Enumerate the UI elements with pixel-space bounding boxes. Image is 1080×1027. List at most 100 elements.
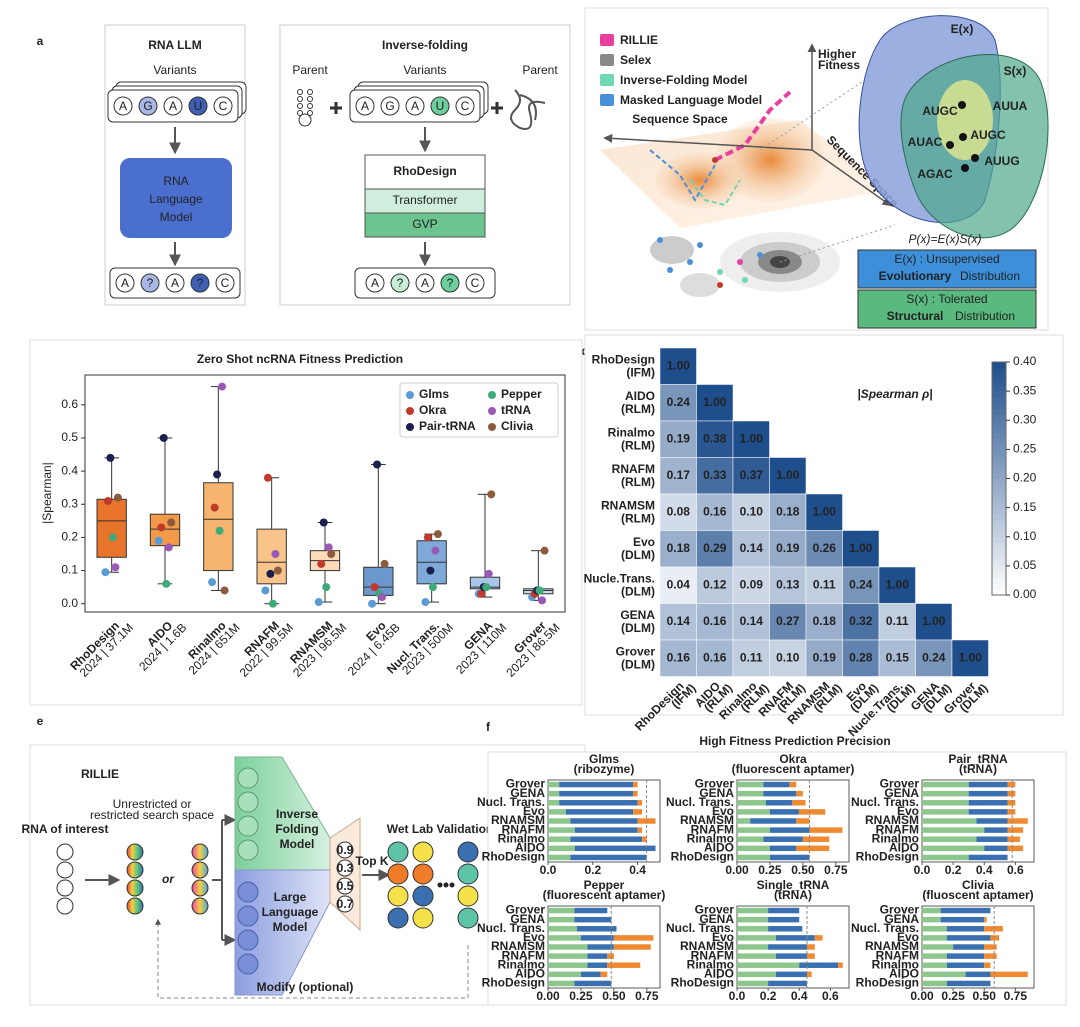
validated-nucleotide: [387, 841, 409, 863]
sample-dot: [717, 269, 723, 275]
y-tick-label: 0.6: [61, 397, 78, 411]
colorbar-tick-label: 0.10: [1013, 529, 1037, 543]
y-tick-label: RhoDesign: [856, 976, 919, 990]
neuron: [237, 815, 259, 837]
heatmap-cell: [696, 420, 734, 458]
nucleotide-label: C: [221, 276, 230, 290]
legend-marker: [488, 407, 496, 415]
heatmap-cell: [659, 347, 697, 385]
bar-segment: [922, 836, 977, 842]
cell-label: 0.27: [776, 614, 800, 628]
cell-label: 0.16: [703, 650, 727, 664]
heatmap-cell: [696, 530, 734, 568]
x-tick-label: 0.50: [973, 989, 997, 1003]
y-tick-label: Grover: [695, 777, 735, 791]
model-label: RNA: [163, 174, 188, 188]
bar-segment: [775, 953, 807, 959]
nucleotide-label: C: [471, 276, 480, 290]
cell-label: 1.00: [959, 650, 983, 664]
y-tick-label: RNAFM: [502, 948, 545, 962]
bar-segment: [548, 854, 571, 861]
colorbar-segment: [992, 449, 1006, 456]
score-circle: [336, 859, 354, 877]
y-tick-label: Grover: [506, 777, 546, 791]
heatmap-cell: [696, 457, 734, 495]
layer: [364, 188, 486, 214]
sequence-point: [971, 154, 979, 162]
bar-segment: [737, 854, 770, 861]
bar-segment: [799, 962, 839, 968]
heatmap-cell: [659, 639, 697, 677]
structure-icon: [510, 89, 546, 130]
bar-segment: [580, 935, 614, 941]
bar-segment: [737, 781, 764, 788]
data-point: [368, 599, 377, 608]
overlap-peak: [937, 80, 993, 160]
cell-label: 0.12: [703, 577, 727, 591]
y-tick-label: Grover: [506, 903, 546, 917]
row-label: Evo: [633, 535, 655, 549]
y-tick-label: RhoDesign: [671, 850, 734, 864]
label: Parent: [522, 63, 558, 77]
heatmap-cell: [696, 639, 734, 677]
y-axis-label: |Spearman|: [40, 462, 54, 524]
score: 0.7: [337, 897, 354, 911]
bar-segment: [1007, 781, 1016, 788]
colorbar-segment: [992, 455, 1006, 462]
x-tick-label: 0.75: [1004, 989, 1028, 1003]
bar-segment: [548, 907, 575, 914]
variant-nucleotide: [126, 897, 144, 915]
heatmap-cell: [659, 384, 697, 422]
heatmap-cell: [805, 639, 843, 677]
nucleotide-label: ?: [197, 276, 204, 290]
nucleotide-label: ?: [147, 276, 154, 290]
model-label: Language: [149, 192, 203, 206]
colorbar-segment: [992, 554, 1006, 561]
data-point: [208, 578, 217, 587]
data-point: [370, 583, 379, 592]
colorbar-segment: [992, 495, 1006, 503]
y-tick-label: Rinalmo: [687, 831, 734, 845]
bar-segment: [984, 944, 997, 950]
nucleotide-label: G: [143, 99, 152, 113]
label: E(x): [951, 22, 974, 36]
legend-box: [399, 382, 559, 438]
chart-title: Glms: [589, 752, 619, 766]
y-tick-label: RNAFM: [876, 822, 919, 836]
label: Top K: [355, 854, 388, 868]
data-point: [540, 546, 549, 555]
data-point: [373, 460, 382, 469]
bar-segment: [792, 800, 806, 806]
bar-segment: [769, 845, 797, 852]
y-tick-label: 0.0: [61, 596, 78, 610]
data-point: [213, 470, 222, 479]
panel-letter: f: [486, 720, 491, 734]
variant-nucleotide: [191, 861, 209, 879]
neuron: [237, 881, 259, 903]
heatmap-cell: [696, 566, 734, 604]
legend-label: Masked Language Model: [620, 93, 762, 107]
x-tick-label: 0.25: [941, 989, 965, 1003]
nucleotide: [56, 843, 74, 861]
legend-marker: [406, 423, 414, 431]
data-point: [319, 518, 328, 527]
label: Model: [273, 920, 308, 934]
label: Fitness: [818, 58, 860, 72]
data-point: [266, 569, 275, 578]
nucleotide-label: G: [385, 99, 394, 113]
bar-segment: [922, 800, 969, 806]
density-contour: [680, 273, 720, 297]
chart-title: Single_tRNA: [757, 878, 830, 892]
data-point: [428, 583, 437, 592]
chart-title: Okra: [779, 752, 807, 766]
colorbar-segment: [992, 367, 1006, 375]
bar-segment: [802, 836, 830, 842]
row-label: Rinalmo: [608, 425, 655, 439]
data-point: [538, 596, 547, 605]
bar-segment: [548, 935, 581, 941]
colorbar-segment: [992, 420, 1006, 427]
bar-segment: [768, 926, 803, 932]
y-tick-label: GENA: [699, 912, 734, 926]
colorbar-segment: [992, 478, 1006, 485]
row-label: Nucle.Trans.: [584, 571, 655, 585]
